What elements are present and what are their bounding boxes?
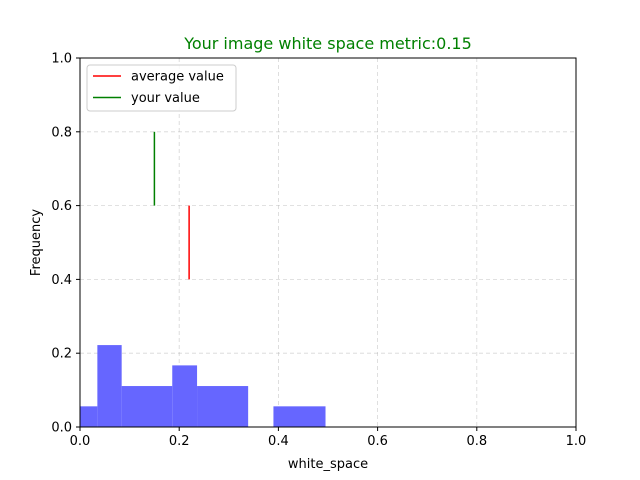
y-tick-label: 0.4 <box>51 273 72 288</box>
x-axis-ticks: 0.0 0.2 0.4 0.6 0.8 1.0 <box>70 427 587 449</box>
legend-box <box>86 64 237 112</box>
plot-frame <box>79 57 577 428</box>
legend: average value your value <box>86 64 237 112</box>
histogram-bar <box>121 386 173 427</box>
x-axis-label: white_space <box>288 457 368 472</box>
histogram-bar <box>80 406 98 427</box>
x-tick-label: 0.4 <box>268 434 289 449</box>
histogram-bars <box>80 345 326 427</box>
y-tick-label: 0.6 <box>51 199 72 214</box>
legend-label: your value <box>131 91 200 106</box>
legend-label: average value <box>131 70 224 85</box>
chart-title: Your image white space metric:0.15 <box>183 34 472 53</box>
x-tick-label: 0.8 <box>466 434 487 449</box>
histogram-bar <box>197 386 249 427</box>
y-tick-label: 0.8 <box>51 125 72 140</box>
y-axis-ticks: 0.0 0.2 0.4 0.6 0.8 1.0 <box>51 52 80 436</box>
y-tick-label: 1.0 <box>51 52 72 67</box>
histogram-bar <box>172 365 198 427</box>
y-tick-label: 0.2 <box>51 347 72 362</box>
histogram-bar <box>97 345 122 427</box>
x-tick-label: 0.0 <box>70 434 91 449</box>
x-tick-label: 1.0 <box>566 434 587 449</box>
histogram-bar <box>273 406 326 427</box>
y-tick-label: 0.0 <box>51 421 72 436</box>
value-lines <box>153 131 190 280</box>
x-tick-label: 0.6 <box>367 434 388 449</box>
y-axis-label: Frequency <box>29 209 44 276</box>
x-tick-label: 0.2 <box>169 434 190 449</box>
